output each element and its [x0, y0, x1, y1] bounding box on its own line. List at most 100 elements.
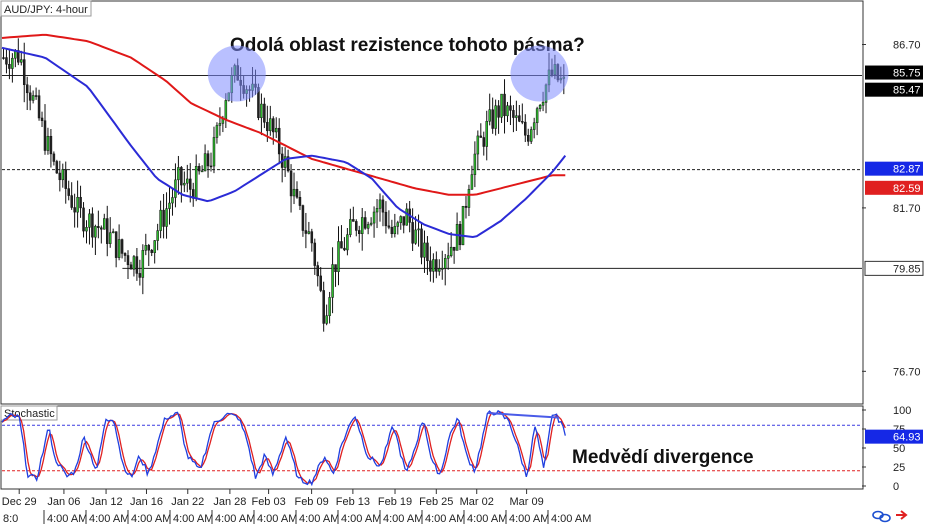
candle-down	[358, 230, 361, 234]
highlight-circle-1	[510, 45, 569, 102]
time-tick-label: 4:00 AM	[551, 513, 591, 525]
candle-up	[61, 169, 65, 181]
candle-down	[301, 205, 305, 231]
link-icon[interactable]	[872, 510, 891, 523]
candle-up	[215, 125, 219, 138]
candle-down	[70, 195, 73, 208]
time-tick-label: 4:00 AM	[173, 513, 213, 525]
price-layer	[1, 33, 862, 332]
candle-down	[464, 205, 468, 208]
arrow-right-icon[interactable]	[896, 510, 908, 520]
price-label: 85.47	[893, 85, 921, 97]
candle-down	[100, 227, 103, 230]
candle-down	[43, 120, 47, 151]
candle-up	[369, 222, 373, 225]
candle-down	[272, 118, 275, 133]
candle-up	[183, 182, 186, 186]
candle-up	[541, 102, 545, 106]
stoch-k-line	[1, 409, 566, 487]
candle-up	[500, 93, 503, 118]
candle-up	[414, 229, 417, 244]
candle-up	[325, 315, 328, 324]
price-panel-frame	[0, 0, 864, 405]
candle-up	[417, 228, 420, 231]
candle-up	[85, 227, 88, 232]
candle-up	[144, 245, 148, 251]
candle-up	[212, 137, 216, 167]
candle-down	[295, 188, 299, 198]
candle-down	[206, 153, 210, 167]
time-tick-label: 4:00 AM	[215, 513, 255, 525]
price-tick-label: 86.70	[893, 39, 921, 51]
candle-down	[521, 121, 524, 123]
candle-up	[328, 297, 331, 316]
candle-down	[58, 172, 62, 181]
price-label: 85.75	[893, 68, 921, 80]
price-label-box	[865, 82, 923, 97]
date-tick-label: Feb 13	[336, 496, 370, 508]
price-label-box	[864, 260, 924, 276]
chart-title: AUD/JPY: 4-hour	[4, 4, 88, 16]
stoch-tick-label: 25	[893, 462, 905, 474]
candle-down	[120, 239, 124, 254]
candle-up	[141, 250, 145, 278]
candle-down	[518, 115, 521, 122]
time-tick-label: 4:00 AM	[509, 513, 549, 525]
date-tick-label: Jan 16	[130, 496, 163, 508]
candle-up	[292, 188, 296, 197]
candle-down	[313, 242, 317, 266]
candle-up	[485, 120, 488, 147]
candle-up	[360, 217, 364, 234]
candle-down	[286, 156, 290, 172]
candle-up	[438, 268, 441, 272]
candle-down	[138, 273, 142, 278]
stoch-current-box	[865, 429, 923, 444]
candle-down	[2, 57, 5, 59]
candle-down	[67, 188, 70, 196]
candle-up	[46, 135, 50, 151]
candle-down	[420, 228, 423, 258]
time-tick-label: 4:00 AM	[131, 513, 171, 525]
candle-up	[307, 231, 311, 234]
candle-down	[162, 209, 165, 227]
price-label: 82.87	[893, 164, 921, 176]
candle-down	[340, 241, 343, 249]
candle-down	[97, 226, 100, 228]
time-tick-label: 4:00 AM	[467, 513, 507, 525]
candle-up	[432, 259, 435, 272]
candle-down	[304, 230, 308, 234]
candle-down	[123, 253, 127, 256]
time-tick-label: 4:00 AM	[425, 513, 465, 525]
candle-down	[429, 260, 432, 272]
candle-up	[372, 211, 376, 224]
candle-down	[526, 134, 530, 142]
candle-up	[94, 226, 97, 238]
candle-down	[40, 117, 44, 121]
candle-down	[524, 121, 527, 136]
candle-up	[11, 57, 14, 69]
stoch-tick-label: 100	[893, 405, 911, 417]
price-label: 79.85	[893, 263, 921, 275]
candle-up	[378, 199, 382, 209]
candle-down	[55, 161, 59, 174]
candle-down	[319, 275, 322, 291]
candle-up	[203, 153, 207, 172]
candle-down	[73, 207, 76, 213]
candle-down	[266, 122, 269, 132]
time-tick-label: 4:00 AM	[341, 513, 381, 525]
price-label-box	[865, 180, 923, 195]
date-tick-label: Mar 09	[509, 496, 543, 508]
indicator-title: Stochastic	[4, 408, 55, 420]
candle-down	[384, 211, 388, 227]
date-tick-label: Dec 29	[2, 496, 37, 508]
candle-down	[8, 63, 11, 69]
candle-down	[452, 246, 456, 251]
candle-up	[346, 234, 349, 251]
candle-down	[17, 50, 20, 63]
candle-down	[189, 178, 192, 190]
price-label: 82.59	[893, 183, 921, 195]
time-tick-label: 8:0	[3, 513, 18, 525]
candle-up	[538, 104, 542, 109]
date-tick-label: Feb 19	[378, 496, 412, 508]
